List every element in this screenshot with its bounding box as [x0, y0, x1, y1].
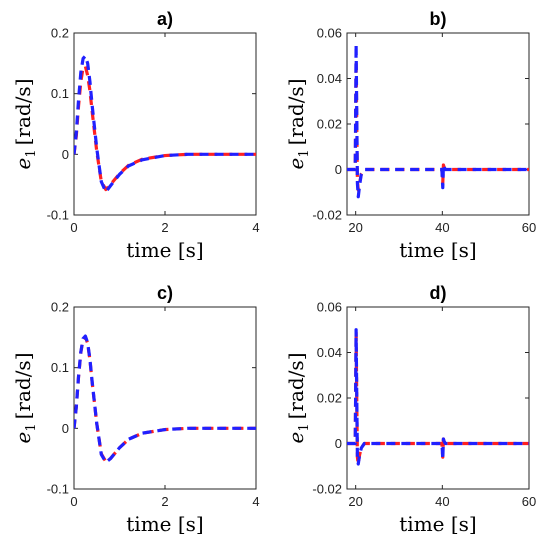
- x-tick-label: 60: [522, 220, 536, 235]
- panel-title: a): [157, 9, 173, 29]
- x-tick-label: 4: [252, 494, 259, 509]
- y-axis-label: e1[rad/s]: [284, 78, 312, 169]
- panel-title: b): [430, 9, 447, 29]
- y-tick-label: 0: [335, 436, 342, 451]
- x-axis-label: time [s]: [126, 238, 203, 262]
- x-tick-label: 20: [348, 494, 362, 509]
- subplot-1: 0 2 4-0.100.10.2a)time [s]e1[rad/s]: [11, 9, 260, 262]
- plot-frame: [346, 32, 530, 216]
- y-tick-label: 0.04: [317, 345, 342, 360]
- x-tick-label: 40: [435, 494, 449, 509]
- y-tick-label: 0.2: [51, 26, 69, 41]
- panel-title: d): [430, 283, 447, 303]
- y-tick-label: 0.02: [317, 117, 342, 132]
- x-axis-label: time [s]: [126, 512, 203, 536]
- series-line-2: [347, 328, 529, 466]
- x-tick-label: 20: [348, 220, 362, 235]
- plot-frame: [73, 306, 257, 490]
- x-axis-label: time [s]: [399, 512, 476, 536]
- y-tick-label: -0.02: [312, 208, 342, 223]
- subplot-2: 20 40 60 -0.02 0 0.02 0.04 0.06 b) time [s] e1[rad…: [284, 9, 536, 262]
- x-tick-label: 2: [161, 494, 168, 509]
- y-tick-label: 0: [62, 421, 69, 436]
- series-line-2: [74, 334, 256, 464]
- y-tick-label: -0.1: [47, 208, 69, 223]
- y-tick-label: 0: [62, 147, 69, 162]
- y-tick-label: -0.1: [47, 482, 69, 497]
- x-tick-label: 4: [252, 220, 259, 235]
- plot-frame: [73, 32, 257, 216]
- y-axis-label: e1[rad/s]: [284, 352, 312, 443]
- y-tick-label: 0.1: [51, 86, 69, 101]
- x-tick-label: 60: [522, 494, 536, 509]
- y-axis-label: e1[rad/s]: [11, 352, 39, 443]
- y-tick-label: 0: [335, 162, 342, 177]
- subplot-3: 0 2 4-0.100.10.2c)time [s]e1[rad/s]: [11, 283, 260, 536]
- x-axis-label: time [s]: [399, 238, 476, 262]
- series-line-2: [347, 42, 529, 199]
- x-tick-label: 0: [70, 220, 77, 235]
- y-axis-label: e1[rad/s]: [11, 78, 39, 169]
- y-tick-label: 0.1: [51, 360, 69, 375]
- y-tick-label: 0.04: [317, 71, 342, 86]
- y-tick-label: 0.02: [317, 391, 342, 406]
- panel-title: c): [157, 283, 173, 303]
- y-tick-label: 0.06: [317, 26, 342, 41]
- x-tick-label: 0: [70, 494, 77, 509]
- y-tick-label: 0.2: [51, 300, 69, 315]
- x-tick-label: 2: [161, 220, 168, 235]
- y-tick-label: -0.02: [312, 482, 342, 497]
- subplot-4: 20 40 60 -0.02 0 0.02 0.04 0.06 d) time [s] e1[rad…: [284, 283, 536, 536]
- y-tick-label: 0.06: [317, 300, 342, 315]
- x-tick-label: 40: [435, 220, 449, 235]
- series-line-2: [74, 54, 256, 194]
- plot-frame: [346, 306, 530, 490]
